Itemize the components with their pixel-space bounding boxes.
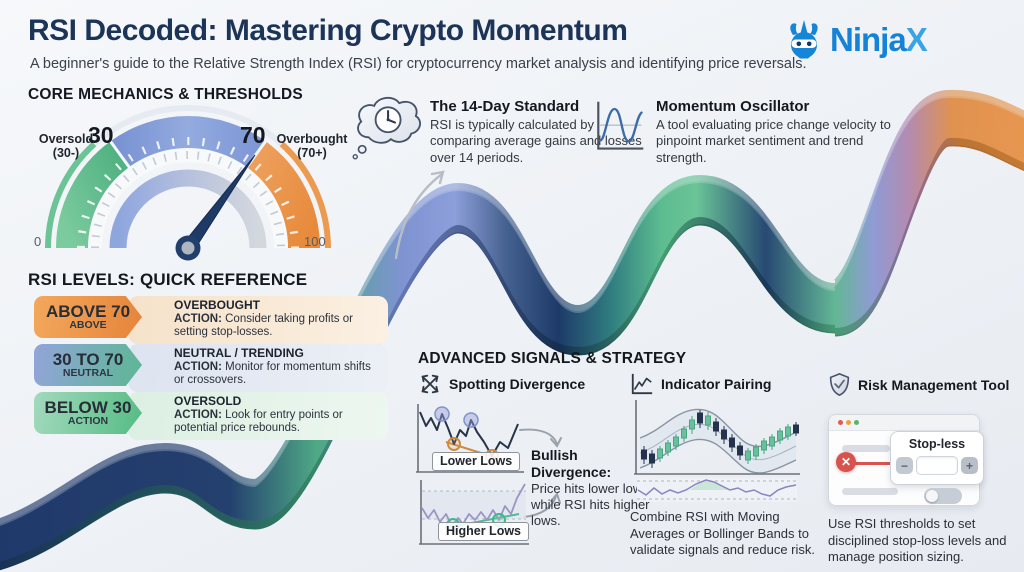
stoploss-connector-line bbox=[855, 462, 907, 465]
reference-badge-30-to-70: 30 TO 70 NEUTRAL bbox=[34, 344, 142, 386]
stoploss-label: Stop-less bbox=[908, 437, 966, 451]
bollinger-candle-chart bbox=[630, 398, 804, 504]
pairing-header: Indicator Pairing bbox=[630, 372, 771, 396]
reference-badge-above-70: ABOVE 70 ABOVE bbox=[34, 296, 142, 338]
fact2-title: Momentum Oscillator bbox=[656, 98, 810, 115]
page-title: RSI Decoded: Mastering Crypto Momentum bbox=[28, 14, 628, 47]
callout-body: Price hits lower lows while RSI hits hig… bbox=[531, 480, 650, 529]
reference-row-title: OVERBOUGHT bbox=[174, 298, 261, 312]
brand-name: Ninja bbox=[830, 21, 907, 58]
page-subtitle: A beginner's guide to the Relative Stren… bbox=[30, 56, 807, 72]
rsi-divergence-chart bbox=[415, 478, 533, 548]
risk-title: Risk Management Tool bbox=[858, 376, 1010, 393]
divergence-header: Spotting Divergence bbox=[418, 372, 585, 396]
reference-row-title: OVERSOLD bbox=[174, 394, 242, 408]
reference-row-action: ACTION: Look for entry points or potenti… bbox=[174, 408, 343, 435]
brand-logo: NinjaX bbox=[782, 18, 928, 62]
stoploss-stepper: − + bbox=[891, 456, 983, 475]
gauge-value-70: 70 bbox=[240, 122, 266, 148]
line-chart-icon bbox=[631, 373, 653, 395]
trend-arrow-icon bbox=[394, 170, 445, 260]
placeholder-line bbox=[842, 445, 890, 452]
clock-thought-icon bbox=[352, 94, 426, 164]
toggle-switch[interactable] bbox=[924, 488, 962, 504]
core-mechanics-heading: CORE MECHANICS & THRESHOLDS bbox=[28, 86, 303, 103]
reference-panel: OVERSOLD ACTION: Look for entry points o… bbox=[128, 392, 388, 440]
gauge-min: 0 bbox=[34, 234, 42, 249]
fact1-body: RSI is typically calculated by comparing… bbox=[430, 117, 642, 165]
stoploss-popover: Stop-less − + bbox=[890, 431, 984, 485]
reference-heading: RSI LEVELS: QUICK REFERENCE bbox=[28, 270, 308, 289]
reference-row-oversold: OVERSOLD ACTION: Look for entry points o… bbox=[34, 392, 388, 440]
window-dot-green bbox=[854, 420, 859, 425]
advanced-heading: ADVANCED SIGNALS & STRATEGY bbox=[418, 350, 687, 367]
gauge-value-30: 30 bbox=[88, 122, 114, 148]
price-chart bbox=[412, 402, 528, 476]
overbought-label: Overbought (70+) bbox=[276, 132, 348, 161]
divergence-title: Spotting Divergence bbox=[449, 376, 586, 392]
pairing-title: Indicator Pairing bbox=[661, 376, 772, 392]
callout-title: Bullish Divergence: bbox=[531, 447, 612, 480]
reference-panel: OVERBOUGHT ACTION: Consider taking profi… bbox=[128, 296, 388, 344]
divergence-callout: Bullish Divergence: Price hits lower low… bbox=[531, 447, 655, 529]
stepper-minus-button[interactable]: − bbox=[896, 457, 913, 474]
stepper-plus-button[interactable]: + bbox=[961, 457, 978, 474]
oversold-label: Oversold (30-) bbox=[38, 132, 94, 161]
toggle-knob bbox=[926, 490, 938, 502]
oscillator-wave-icon bbox=[592, 98, 646, 156]
stoploss-x-icon: ✕ bbox=[836, 452, 856, 472]
shield-check-icon bbox=[829, 373, 850, 396]
rsi-gauge: Oversold (30-) 30 70 Overbought (70+) 0 10… bbox=[18, 104, 358, 264]
window-dot-red bbox=[838, 420, 843, 425]
reference-row-action: ACTION: Monitor for momentum shifts or c… bbox=[174, 360, 371, 387]
window-titlebar bbox=[829, 415, 979, 431]
gauge-max: 100 bbox=[304, 234, 326, 249]
ninja-icon bbox=[790, 20, 818, 59]
stepper-value-field[interactable] bbox=[916, 456, 958, 475]
reference-panel: NEUTRAL / TRENDING ACTION: Monitor for m… bbox=[128, 344, 388, 392]
risk-header: Risk Management Tool bbox=[828, 372, 1009, 397]
higher-lows-label: Higher Lows bbox=[438, 522, 530, 541]
reference-row-overbought: OVERBOUGHT ACTION: Consider taking profi… bbox=[34, 296, 388, 344]
risk-body: Use RSI thresholds to set disciplined st… bbox=[828, 516, 1007, 564]
diverging-arrows-icon bbox=[421, 374, 439, 394]
placeholder-line bbox=[842, 488, 898, 495]
reference-badge-below-30: BELOW 30 ACTION bbox=[34, 392, 142, 434]
rsi-gauge-graphic bbox=[45, 105, 331, 261]
reference-row-action: ACTION: Consider taking profits or setti… bbox=[174, 312, 353, 339]
lower-lows-label: Lower Lows bbox=[432, 452, 521, 471]
fact2-body: A tool evaluating price change velocity … bbox=[656, 117, 891, 165]
reference-row-title: NEUTRAL / TRENDING bbox=[174, 346, 304, 360]
fact1-title: The 14-Day Standard bbox=[430, 98, 580, 115]
window-dot-yellow bbox=[846, 420, 851, 425]
callout-arrow-icons bbox=[519, 428, 562, 518]
brand-x: X bbox=[905, 21, 928, 58]
pairing-body: Combine RSI with Moving Averages or Boll… bbox=[630, 509, 815, 557]
reference-row-neutral: NEUTRAL / TRENDING ACTION: Monitor for m… bbox=[34, 344, 388, 392]
